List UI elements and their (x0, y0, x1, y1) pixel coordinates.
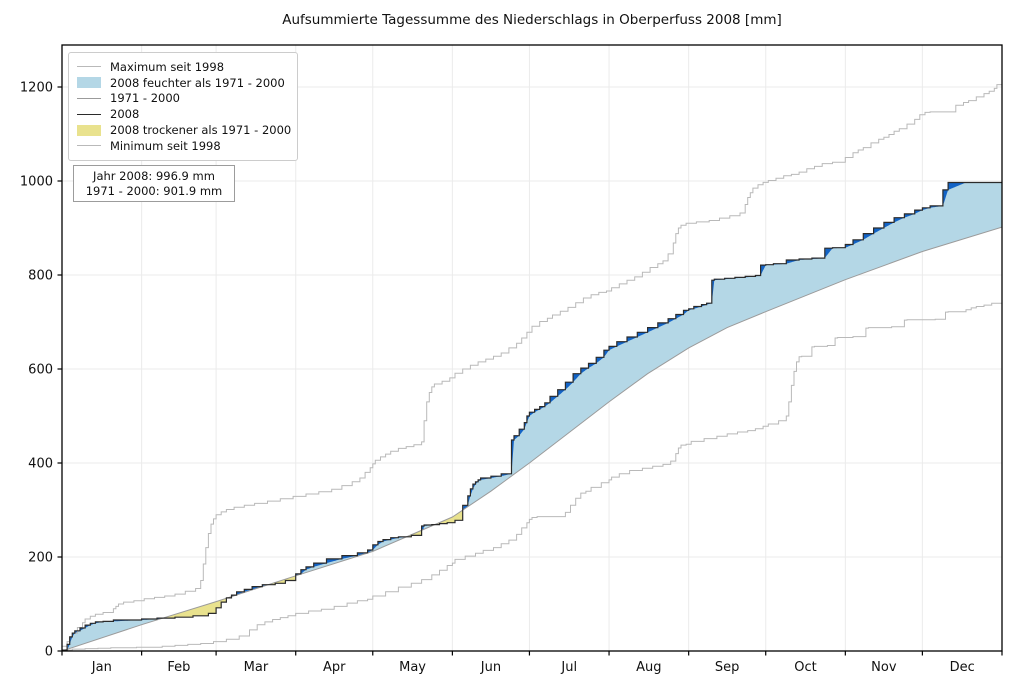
legend-item-2008: 2008 (77, 106, 289, 122)
min-line-swatch (77, 145, 101, 147)
legend-item-maximum: Maximum seit 1998 (77, 59, 289, 75)
totals-annotation-box: Jahr 2008: 996.9 mm 1971 - 2000: 901.9 m… (73, 165, 235, 202)
y-tick-label: 400 (28, 457, 53, 472)
year-line-swatch (77, 113, 101, 115)
legend-item-climatology: 1971 - 2000 (77, 91, 289, 107)
x-tick-label: Jan (91, 660, 112, 675)
legend-item-minimum: Minimum seit 1998 (77, 138, 289, 154)
legend-label: 1971 - 2000 (110, 91, 180, 106)
chart-title: Aufsummierte Tagessumme des Niederschlag… (282, 12, 782, 28)
x-tick-label: Oct (794, 660, 816, 675)
x-tick-label: Feb (167, 660, 190, 675)
max-line-swatch (77, 66, 101, 68)
y-tick-label: 600 (28, 363, 53, 378)
dry-fill-swatch (77, 124, 101, 136)
y-tick-label: 1000 (20, 175, 53, 190)
x-tick-label: Dec (950, 660, 975, 675)
y-tick-label: 200 (28, 551, 53, 566)
legend-label: 2008 feuchter als 1971 - 2000 (110, 75, 285, 90)
x-tick-label: Jul (560, 660, 577, 675)
clim-line-swatch (77, 97, 101, 99)
total-2008: Jahr 2008: 996.9 mm (93, 169, 215, 183)
legend-label: Minimum seit 1998 (110, 138, 221, 153)
legend-label: 2008 trockener als 1971 - 2000 (110, 123, 292, 138)
y-tick-label: 800 (28, 269, 53, 284)
legend-item-wetter: 2008 feuchter als 1971 - 2000 (77, 75, 289, 91)
x-tick-label: Nov (871, 660, 897, 675)
wet-fill-swatch (77, 77, 101, 89)
legend-label: 2008 (110, 107, 140, 122)
x-tick-label: Sep (715, 660, 740, 675)
x-tick-label: Aug (636, 660, 661, 675)
x-tick-label: Mar (244, 660, 269, 675)
x-tick-label: Jun (480, 660, 501, 675)
x-tick-label: Apr (323, 660, 346, 675)
y-tick-label: 1200 (20, 81, 53, 96)
legend-label: Maximum seit 1998 (110, 59, 225, 74)
legend: Maximum seit 1998 2008 feuchter als 1971… (68, 52, 298, 161)
legend-item-drier: 2008 trockener als 1971 - 2000 (77, 122, 292, 138)
total-climatology: 1971 - 2000: 901.9 mm (85, 183, 223, 198)
y-tick-label: 0 (45, 645, 53, 660)
x-tick-label: May (399, 660, 426, 675)
